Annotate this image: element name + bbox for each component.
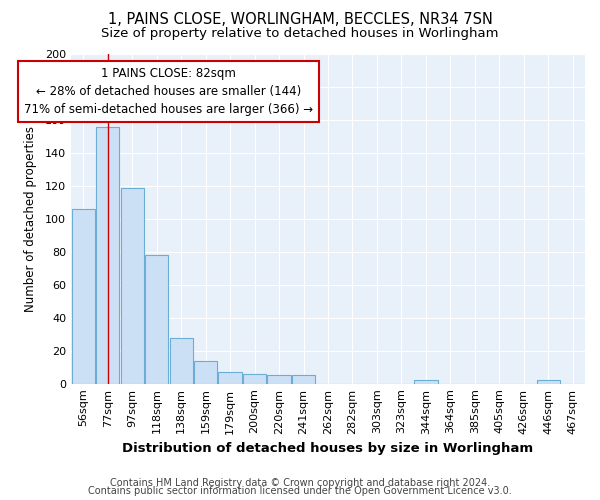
Bar [414, 380, 437, 384]
Bar [218, 372, 242, 384]
Bar [145, 255, 168, 384]
X-axis label: Distribution of detached houses by size in Worlingham: Distribution of detached houses by size … [122, 442, 533, 455]
Bar [170, 338, 193, 384]
Y-axis label: Number of detached properties: Number of detached properties [23, 126, 37, 312]
Text: Size of property relative to detached houses in Worlingham: Size of property relative to detached ho… [101, 28, 499, 40]
Bar [536, 380, 560, 384]
Bar [268, 376, 290, 384]
Text: 1, PAINS CLOSE, WORLINGHAM, BECCLES, NR34 7SN: 1, PAINS CLOSE, WORLINGHAM, BECCLES, NR3… [107, 12, 493, 28]
Bar [243, 374, 266, 384]
Bar [121, 188, 144, 384]
Bar [292, 376, 315, 384]
Text: Contains public sector information licensed under the Open Government Licence v3: Contains public sector information licen… [88, 486, 512, 496]
Bar [71, 209, 95, 384]
Bar [96, 126, 119, 384]
Text: 1 PAINS CLOSE: 82sqm
← 28% of detached houses are smaller (144)
71% of semi-deta: 1 PAINS CLOSE: 82sqm ← 28% of detached h… [25, 67, 313, 116]
Bar [194, 360, 217, 384]
Text: Contains HM Land Registry data © Crown copyright and database right 2024.: Contains HM Land Registry data © Crown c… [110, 478, 490, 488]
